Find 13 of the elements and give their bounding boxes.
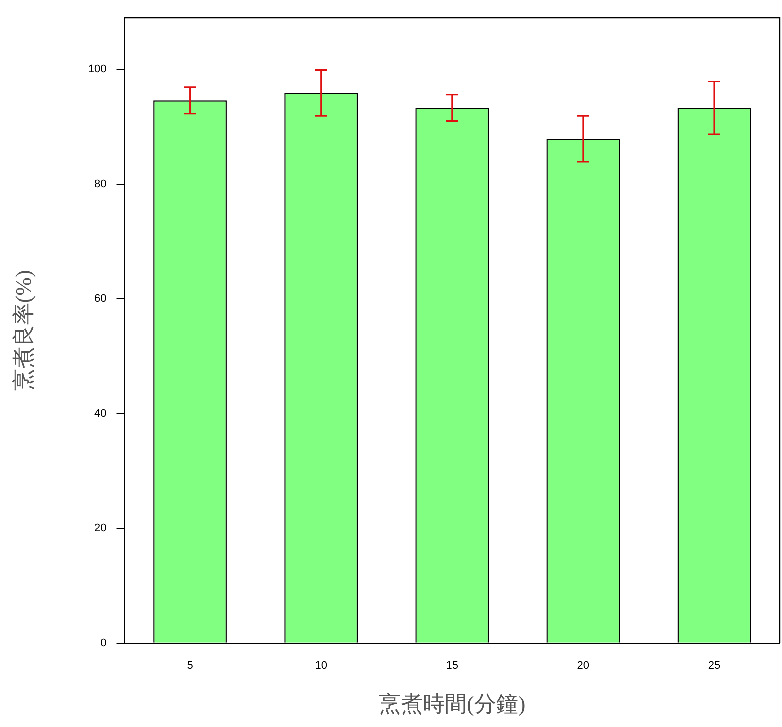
x-tick-label: 20 (577, 660, 590, 672)
x-tick-label: 10 (315, 660, 328, 672)
y-tick-label: 80 (94, 178, 107, 190)
y-tick-label: 60 (94, 293, 107, 306)
x-tick-label: 15 (446, 660, 458, 672)
y-axis-title: 烹煮良率(%) (10, 270, 36, 392)
x-axis-title: 烹煮時間(分鐘) (379, 692, 526, 717)
y-tick-label: 40 (94, 408, 107, 420)
x-tick-label: 25 (708, 660, 721, 672)
x-tick-label: 5 (187, 660, 194, 672)
y-tick-label: 20 (94, 522, 107, 535)
y-tick-label: 100 (88, 64, 107, 76)
y-tick-label: 0 (100, 637, 107, 650)
